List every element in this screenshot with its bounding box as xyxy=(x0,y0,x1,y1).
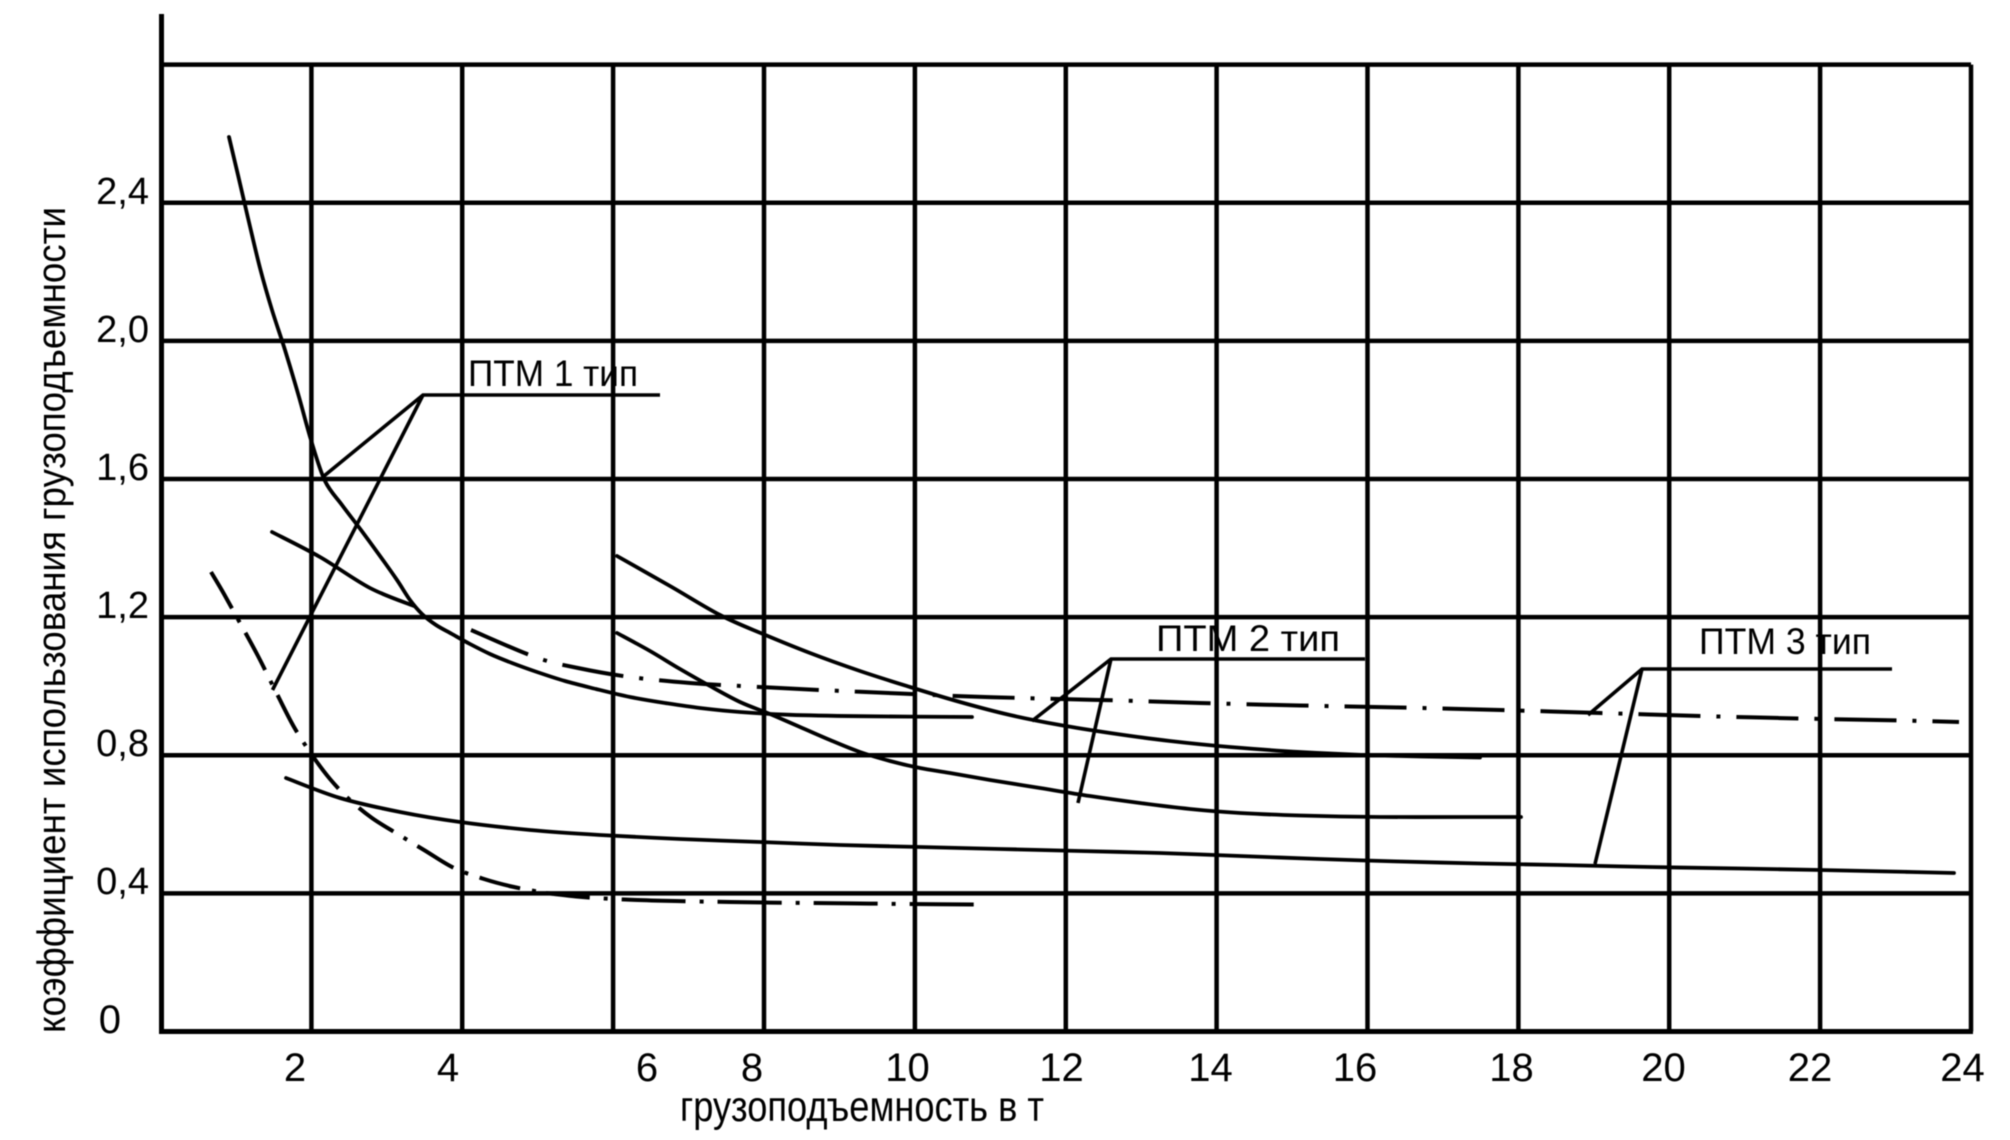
svg-text:1,2: 1,2 xyxy=(96,585,149,627)
svg-text:6: 6 xyxy=(636,1046,658,1090)
svg-text:коэффициент использования груз: коэффициент использования грузоподъемнос… xyxy=(30,207,74,1033)
svg-text:2: 2 xyxy=(284,1046,306,1090)
svg-text:16: 16 xyxy=(1333,1046,1378,1090)
svg-text:4: 4 xyxy=(437,1046,459,1090)
svg-text:2,0: 2,0 xyxy=(96,309,149,351)
svg-text:10: 10 xyxy=(885,1046,930,1090)
svg-text:12: 12 xyxy=(1039,1046,1084,1090)
svg-text:ПТМ 1 тип: ПТМ 1 тип xyxy=(468,353,638,394)
svg-text:8: 8 xyxy=(741,1046,763,1090)
svg-text:0,4: 0,4 xyxy=(96,861,149,903)
svg-text:20: 20 xyxy=(1641,1046,1686,1090)
svg-text:22: 22 xyxy=(1788,1046,1833,1090)
svg-text:0,8: 0,8 xyxy=(96,723,149,765)
svg-text:14: 14 xyxy=(1188,1046,1233,1090)
svg-text:24: 24 xyxy=(1940,1046,1985,1090)
svg-text:ПТМ 2 тип: ПТМ 2 тип xyxy=(1156,618,1340,659)
svg-text:1,6: 1,6 xyxy=(96,447,149,489)
svg-text:грузоподъемность в т: грузоподъемность в т xyxy=(680,1083,1044,1131)
svg-text:0: 0 xyxy=(99,998,121,1042)
svg-text:18: 18 xyxy=(1489,1046,1534,1090)
svg-text:2,4: 2,4 xyxy=(96,171,149,213)
svg-text:ПТМ 3 тип: ПТМ 3 тип xyxy=(1699,621,1871,662)
